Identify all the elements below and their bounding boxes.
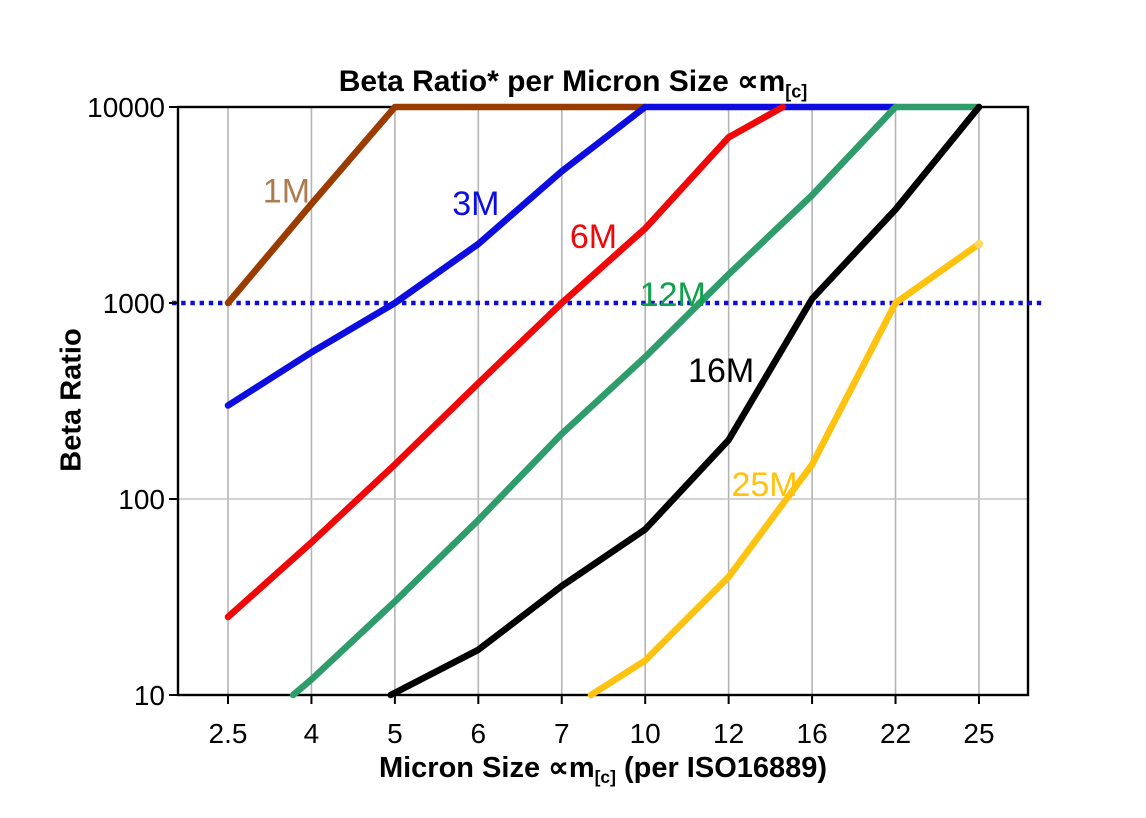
chart-title: Beta Ratio* per Micron Size ∝m[c] <box>0 64 1146 102</box>
x-axis-title-subscript: [c] <box>594 767 616 788</box>
series-line-16M <box>387 103 983 699</box>
x-tick-label-7: 7 <box>554 718 570 749</box>
series-label-1M: 1M <box>263 173 310 211</box>
x-tick-label-5: 5 <box>387 718 403 749</box>
chart-title-text: Beta Ratio* per Micron Size ∝m <box>338 65 786 98</box>
y-tick-label-10000: 10000 <box>87 92 165 123</box>
series-label-12M: 12M <box>640 276 706 314</box>
x-tick-label-22: 22 <box>880 718 911 749</box>
series-line-25M <box>587 240 983 699</box>
series-endpoint-25M <box>974 239 984 249</box>
x-tick-label-4: 4 <box>304 718 320 749</box>
x-tick-label-12: 12 <box>713 718 744 749</box>
x-tick-label-2.5: 2.5 <box>209 718 248 749</box>
series-label-3M: 3M <box>452 185 499 223</box>
series-line-1M <box>224 103 649 307</box>
series-line-12M <box>289 103 983 699</box>
x-axis-title: Micron Size ∝m[c] (per ISO16889) <box>30 750 1146 788</box>
x-axis-title-text: Micron Size ∝m <box>378 752 595 784</box>
x-tick-label-10: 10 <box>630 718 661 749</box>
chart-title-subscript: [c] <box>785 81 808 102</box>
y-axis-title: Beta Ratio <box>55 328 88 472</box>
y-tick-label-1000: 1000 <box>103 288 165 319</box>
series-label-6M: 6M <box>570 218 617 256</box>
x-tick-label-25: 25 <box>963 718 994 749</box>
x-axis-title-suffix: (per ISO16889) <box>615 752 828 784</box>
y-tick-label-10: 10 <box>134 680 165 711</box>
series-line-6M <box>224 103 787 621</box>
y-tick-label-100: 100 <box>118 484 165 515</box>
series-label-25M: 25M <box>731 466 797 504</box>
x-tick-label-6: 6 <box>471 718 487 749</box>
series-label-16M: 16M <box>688 352 754 390</box>
x-tick-label-16: 16 <box>797 718 828 749</box>
